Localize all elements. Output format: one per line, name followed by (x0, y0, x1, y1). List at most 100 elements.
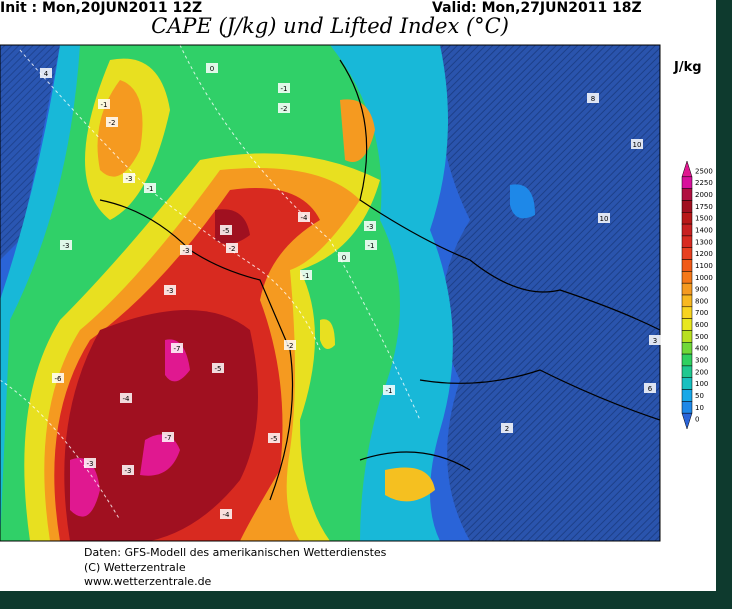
contour-label: 0 (210, 65, 214, 73)
colorbar-label: 800 (695, 297, 708, 305)
colorbar-label: 1500 (695, 215, 713, 223)
colorbar-swatch (681, 318, 693, 331)
contour-label: -5 (271, 435, 278, 443)
colorbar-label: 50 (695, 392, 704, 400)
contour-label-bg (587, 93, 599, 103)
colorbar-label: 2250 (695, 179, 713, 187)
colorbar-label: 1300 (695, 238, 713, 246)
map-frame (0, 44, 661, 542)
colorbar-label: 500 (695, 333, 708, 341)
contour-label-bg (40, 68, 52, 78)
contour-label: -2 (229, 245, 236, 253)
contour-label: 10 (633, 141, 642, 149)
colorbar-swatch (681, 235, 693, 248)
contour-label: 10 (600, 215, 609, 223)
contour-label: -4 (223, 511, 231, 519)
contour-label: -1 (101, 101, 108, 109)
colorbar-swatch (681, 353, 693, 367)
contour-label: -7 (174, 345, 181, 353)
colorbar-swatch (681, 342, 693, 355)
colorbar-swatch (681, 389, 693, 402)
contour-label: 4 (44, 70, 49, 78)
contour-label: 2 (505, 425, 509, 433)
valid-time: Valid: Mon,27JUN2011 18Z (432, 0, 642, 16)
contour-label-bg (206, 63, 218, 73)
colorbar-label: 2000 (695, 191, 713, 199)
contour-label-bg (598, 213, 610, 223)
colorbar-swatch (681, 401, 693, 414)
contour-label-bg (268, 433, 280, 443)
contour-label: -2 (281, 105, 288, 113)
contour-label: -3 (126, 175, 133, 183)
contour-label-bg (631, 139, 643, 149)
contour-label: -1 (368, 242, 375, 250)
footer-line: Daten: GFS-Modell des amerikanischen Wet… (84, 546, 387, 559)
panel: Init : Mon,20JUN2011 12Z Valid: Mon,27JU… (0, 0, 716, 591)
colorbar-label: 0 (695, 416, 699, 424)
contour-label-bg (120, 393, 132, 403)
colorbar-label: 1400 (695, 227, 713, 235)
map-title: CAPE (J/kg) und Lifted Index (°C) (151, 14, 509, 38)
colorbar-swatch (681, 247, 693, 260)
contour-label-bg (278, 83, 290, 93)
contour-label-bg (383, 385, 395, 395)
colorbar-label: 700 (695, 309, 708, 317)
colorbar: 2500225020001750150014001300120011001000… (681, 160, 713, 430)
contour-label: -1 (281, 85, 288, 93)
contour-label: -3 (367, 223, 374, 231)
contour-label: -4 (301, 214, 309, 222)
contour-label-bg (162, 432, 174, 442)
contour-label-bg (338, 252, 350, 262)
cape-field (0, 45, 660, 541)
contour-label-bg (171, 343, 183, 353)
contour-label: -5 (215, 365, 222, 373)
contour-label: -5 (223, 227, 230, 235)
colorbar-swatch (681, 377, 693, 390)
contour-label: -6 (55, 375, 63, 383)
contour-label-bg (122, 465, 134, 475)
colorbar-swatch (681, 365, 693, 378)
colorbar-swatch (681, 412, 693, 430)
contour-label-bg (365, 240, 377, 250)
colorbar-swatch (681, 188, 693, 201)
colorbar-swatch (681, 259, 693, 272)
contour-label-bg (220, 509, 232, 519)
contour-label-bg (52, 373, 64, 383)
colorbar-swatch (681, 306, 693, 319)
colorbar-swatch (681, 282, 693, 296)
colorbar-swatch (681, 160, 693, 178)
colorbar-swatch (681, 294, 693, 308)
contour-label: 8 (591, 95, 595, 103)
colorbar-label: 2500 (695, 167, 713, 175)
contour-label: -3 (167, 287, 174, 295)
contour-label-bg (501, 423, 513, 433)
colorbar-swatch (681, 223, 693, 237)
contour-label-bg (278, 103, 290, 113)
contour-label-bg (123, 173, 135, 183)
contour-label-bg (649, 335, 661, 345)
colorbar-label: 300 (695, 357, 708, 365)
footer-line: www.wetterzentrale.de (84, 575, 212, 588)
init-time: Init : Mon,20JUN2011 12Z (0, 0, 203, 16)
colorbar-label: 100 (695, 380, 708, 388)
colorbar-unit: J/kg (674, 60, 702, 75)
colorbar-label: 600 (695, 321, 708, 329)
contour-label-bg (220, 225, 232, 235)
colorbar-label: 1000 (695, 274, 713, 282)
footer-line: (C) Wetterzentrale (84, 561, 186, 574)
contour-labels: 4 -1 -2 0 -1 -2 -3 -1 -3 -2 -5 -4 -3 -1 -3 -7 -6 -3 -5 -4 -7… (40, 63, 661, 519)
contour-label-bg (60, 240, 72, 250)
contour-label: -2 (109, 119, 116, 127)
contour-label-bg (284, 340, 296, 350)
contour-label: -3 (125, 467, 132, 475)
contour-label-bg (300, 270, 312, 280)
contour-label-bg (644, 383, 656, 393)
colorbar-label: 1200 (695, 250, 713, 258)
colorbar-swatch (681, 200, 693, 213)
colorbar-swatch (681, 176, 693, 189)
contour-label: -1 (303, 272, 310, 280)
contour-label: -4 (123, 395, 131, 403)
contour-label-bg (180, 245, 192, 255)
colorbar-label: 10 (695, 404, 704, 412)
